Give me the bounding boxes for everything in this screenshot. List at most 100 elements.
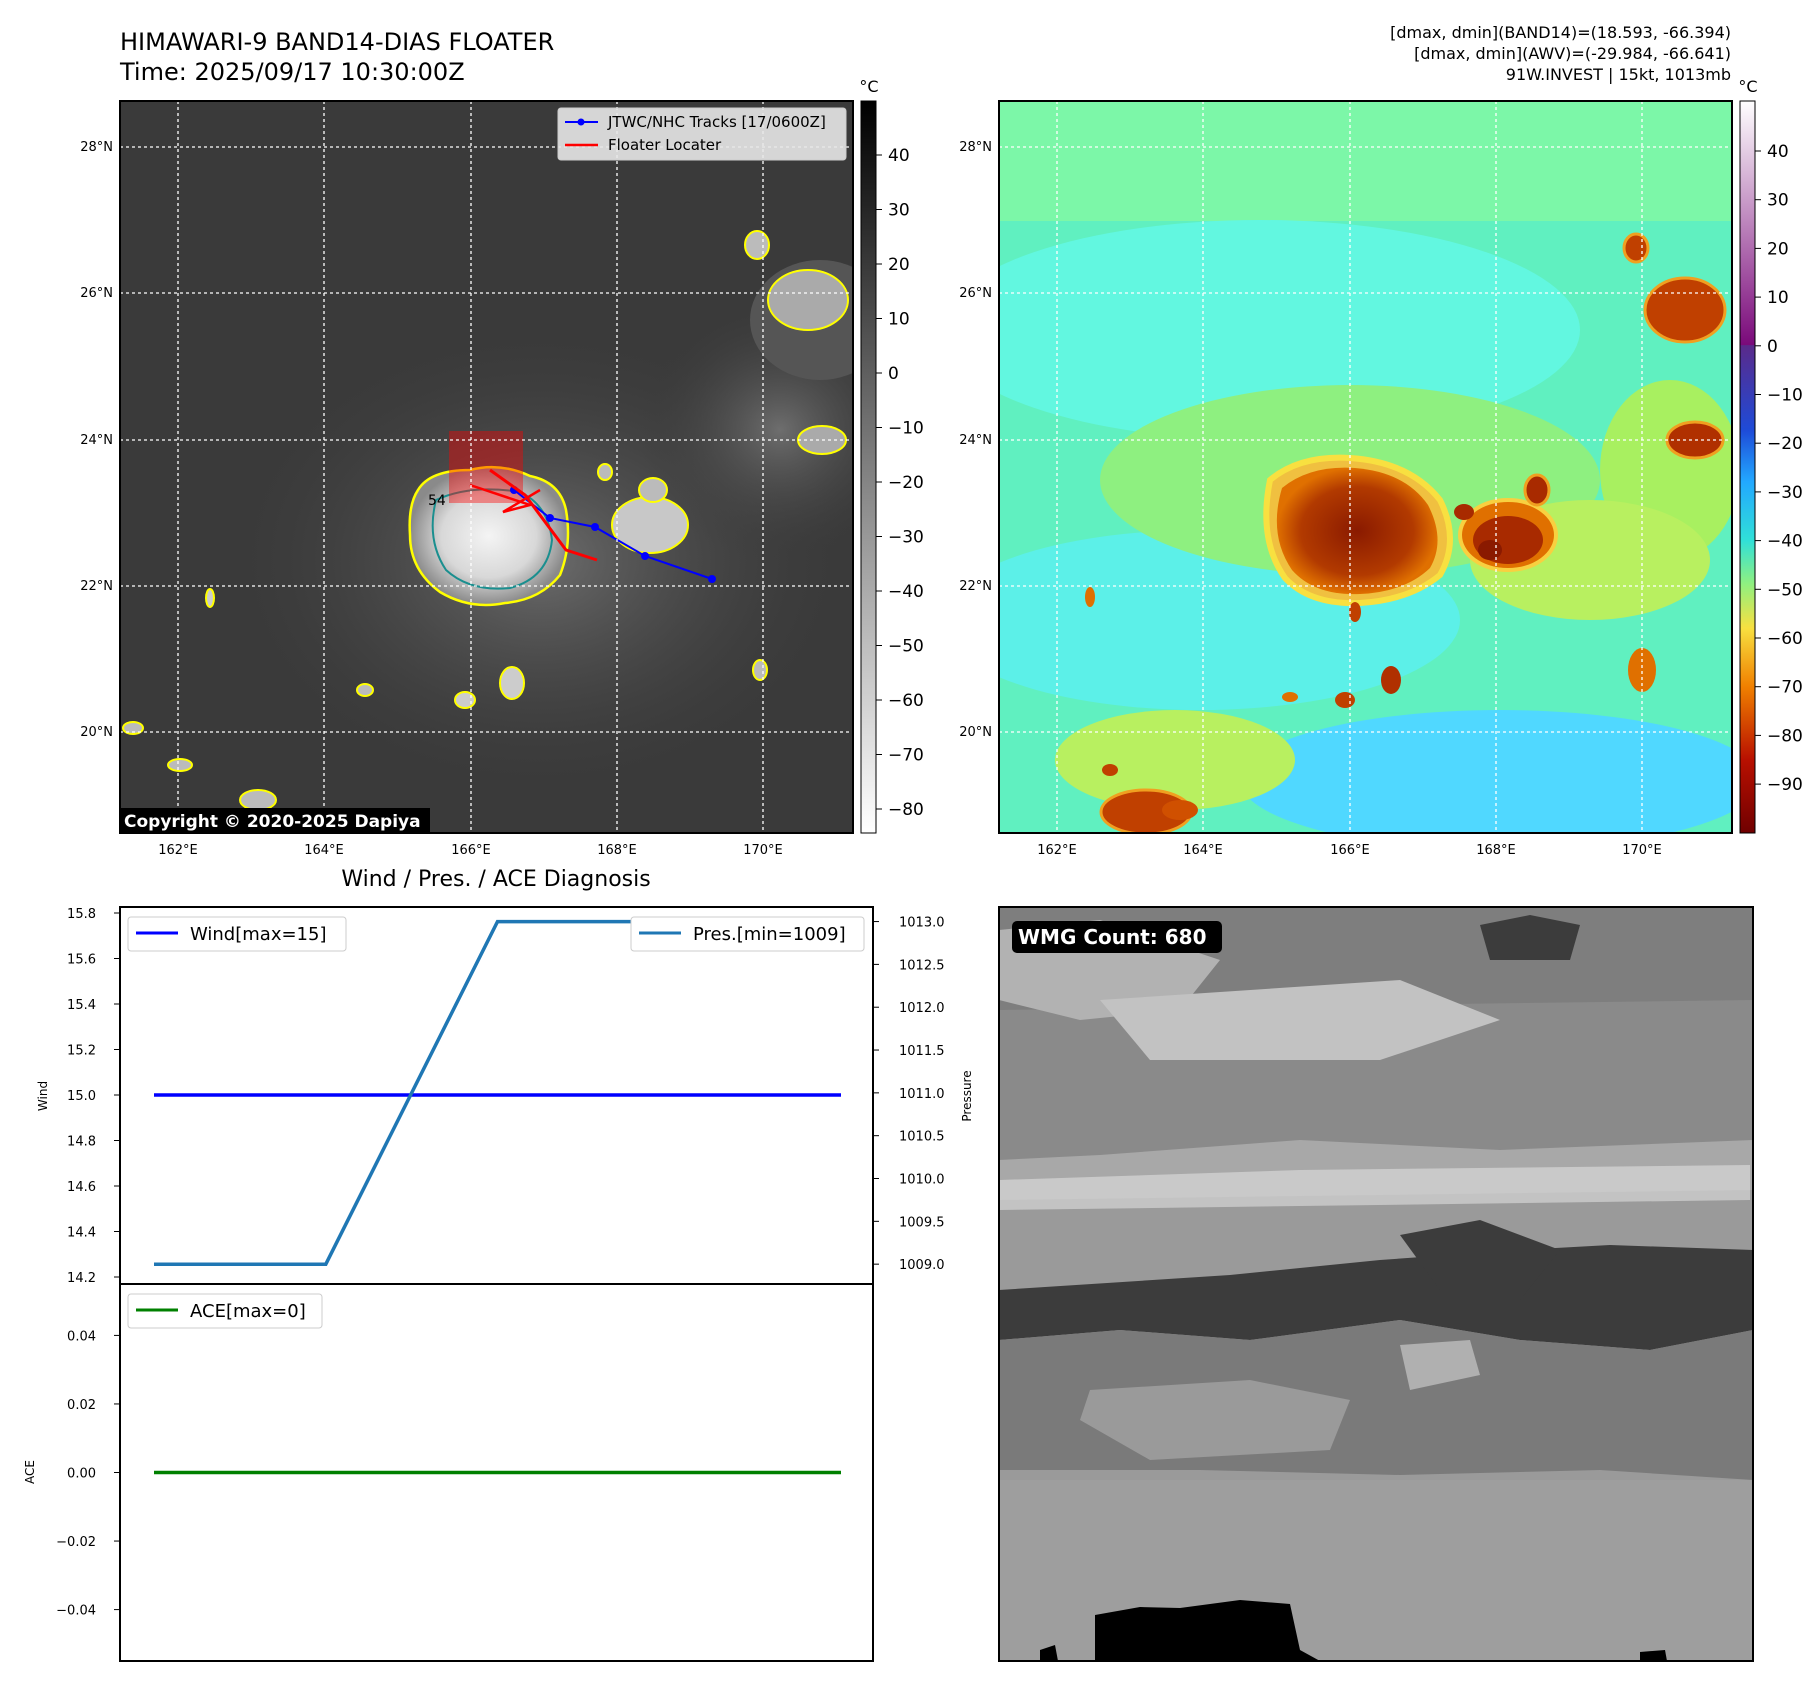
band14-range: [dmax, dmin](BAND14)=(18.593, -66.394) — [1390, 23, 1731, 42]
ace-legend-label: ACE[max=0] — [190, 1301, 306, 1322]
awv-colorbar: °C 40 30 20 10 0 −10 −20 −30 −40 −50 −60 −70 −80 −90 — [1738, 77, 1803, 834]
lon-tick: 162°E — [1037, 843, 1077, 858]
pressure-tick-label: 1013.0 — [899, 916, 945, 931]
colorbar-tick-label: −70 — [1767, 678, 1803, 698]
wind-tick-label: 14.8 — [67, 1135, 96, 1150]
wind-tick-label: 15.6 — [67, 953, 96, 968]
lat-tick: 28°N — [80, 140, 113, 155]
wind-legend: Wind[max=15] — [127, 916, 347, 952]
colorbar-tick-label: 20 — [1767, 239, 1789, 259]
lon-tick: 170°E — [1622, 843, 1662, 858]
ir-lon-ticks: 162°E 164°E 166°E 168°E 170°E — [158, 843, 783, 858]
pressure-axis-label: Pressure — [960, 1070, 974, 1121]
wind-tick-label: 15.0 — [67, 1089, 96, 1104]
colorbar-tick-label: 10 — [888, 310, 910, 330]
pressure-tick-label: 1009.0 — [899, 1258, 945, 1273]
lon-tick: 166°E — [451, 843, 491, 858]
lon-tick: 170°E — [743, 843, 783, 858]
ace-tick-label: −0.04 — [56, 1604, 96, 1619]
storm-info: 91W.INVEST | 15kt, 1013mb — [1506, 65, 1731, 84]
lon-tick: 168°E — [1476, 843, 1516, 858]
colorbar-tick-label: 40 — [1767, 142, 1789, 162]
colorbar-tick-label: 40 — [888, 146, 910, 166]
lat-tick: 20°N — [80, 725, 113, 740]
wmg-panel: WMG Count: 680 — [998, 906, 1754, 1662]
ace-legend: ACE[max=0] — [127, 1293, 323, 1329]
wmg-count-label: WMG Count: 680 — [1018, 925, 1207, 949]
figure-time: Time: 2025/09/17 10:30:00Z — [119, 58, 465, 86]
ace-axis-label: ACE — [23, 1460, 37, 1484]
contour-label: 54 — [428, 493, 446, 509]
colorbar-tick-label: −20 — [888, 473, 924, 493]
colorbar-tick-label: 0 — [888, 364, 899, 384]
colorbar-tick-label: −50 — [888, 637, 924, 657]
lat-tick: 24°N — [80, 433, 113, 448]
lat-tick: 26°N — [959, 286, 992, 301]
colorbar-tick-label: −40 — [888, 582, 924, 602]
colorbar-tick-label: −30 — [888, 528, 924, 548]
colorbar-tick-label: 10 — [1767, 288, 1789, 308]
figure-title: HIMAWARI-9 BAND14-DIAS FLOATER — [120, 28, 554, 56]
floater-locater-line — [489, 468, 598, 562]
legend-floater: Floater Locater — [608, 136, 722, 154]
lat-tick: 20°N — [959, 725, 992, 740]
lat-tick: 28°N — [959, 140, 992, 155]
ir-lat-ticks: 28°N 26°N 24°N 22°N 20°N — [80, 140, 113, 740]
lon-tick: 164°E — [304, 843, 344, 858]
wind-tick-label: 15.2 — [67, 1044, 96, 1059]
wind-tick-label: 14.6 — [67, 1180, 96, 1195]
awv-lat-ticks: 28°N 26°N 24°N 22°N 20°N — [959, 140, 992, 740]
colorbar-tick-label: −70 — [888, 746, 924, 766]
colorbar-tick-label: −80 — [1767, 726, 1803, 746]
colorbar-unit: °C — [859, 77, 878, 96]
pressure-tick-label: 1012.0 — [899, 1001, 945, 1016]
colorbar-tick-label: −20 — [1767, 434, 1803, 454]
pressure-tick-label: 1012.5 — [899, 958, 945, 973]
wind-tick-label: 15.8 — [67, 907, 96, 922]
pressure-legend: Pres.[min=1009] — [630, 916, 865, 952]
lon-tick: 168°E — [597, 843, 637, 858]
colorbar-tick-label: 20 — [888, 255, 910, 275]
colorbar-tick-label: −80 — [888, 800, 924, 820]
ace-tick-label: −0.02 — [56, 1535, 96, 1550]
colorbar-tick-label: −40 — [1767, 532, 1803, 552]
legend-tracks: JTWC/NHC Tracks [17/0600Z] — [607, 113, 826, 131]
awv-range: [dmax, dmin](AWV)=(-29.984, -66.641) — [1414, 44, 1731, 63]
diagnosis-panel: Wind / Pres. / ACE Diagnosis 15.8 15.6 15.… — [23, 867, 974, 1662]
lon-tick: 164°E — [1183, 843, 1223, 858]
colorbar-tick-label: 0 — [1767, 337, 1778, 357]
wind-legend-label: Wind[max=15] — [190, 924, 327, 945]
colorbar-tick-label: −10 — [888, 419, 924, 439]
awv-lon-ticks: 162°E 164°E 166°E 168°E 170°E — [1037, 843, 1662, 858]
map-legend: JTWC/NHC Tracks [17/0600Z] Floater Locat… — [557, 107, 847, 161]
pressure-tick-label: 1011.0 — [899, 1087, 945, 1102]
diagnosis-title: Wind / Pres. / ACE Diagnosis — [341, 867, 650, 892]
ace-tick-label: 0.04 — [67, 1329, 96, 1344]
colorbar-tick-label: 30 — [888, 201, 910, 221]
awv-map-panel: 28°N 26°N 24°N 22°N 20°N 162°E 164°E 166… — [959, 100, 1733, 858]
copyright-label: Copyright © 2020-2025 Dapiya — [124, 812, 421, 832]
pressure-tick-label: 1010.5 — [899, 1130, 945, 1145]
lat-tick: 24°N — [959, 433, 992, 448]
ir-colorbar: °C 40 30 20 10 0 −10 −20 −30 −40 −50 −60 −70 −80 — [859, 77, 924, 834]
lon-tick: 162°E — [158, 843, 198, 858]
wind-axis-label: Wind — [36, 1081, 50, 1111]
ace-tick-label: 0.00 — [67, 1467, 96, 1482]
wind-tick-label: 14.4 — [67, 1226, 96, 1241]
ace-tick-label: 0.02 — [67, 1398, 96, 1413]
ir-map-panel: 54 JTWC/NHC T — [80, 100, 854, 858]
lat-tick: 26°N — [80, 286, 113, 301]
pressure-tick-label: 1010.0 — [899, 1173, 945, 1188]
lat-tick: 22°N — [80, 579, 113, 594]
colorbar-tick-label: −50 — [1767, 580, 1803, 600]
pressure-tick-label: 1011.5 — [899, 1044, 945, 1059]
colorbar-tick-label: −10 — [1767, 386, 1803, 406]
colorbar-tick-label: −90 — [1767, 775, 1803, 795]
wind-tick-label: 14.2 — [67, 1271, 96, 1286]
colorbar-tick-label: 30 — [1767, 191, 1789, 211]
lat-tick: 22°N — [959, 579, 992, 594]
wind-tick-label: 15.4 — [67, 998, 96, 1013]
colorbar-tick-label: −60 — [1767, 629, 1803, 649]
colorbar-tick-label: −60 — [888, 691, 924, 711]
